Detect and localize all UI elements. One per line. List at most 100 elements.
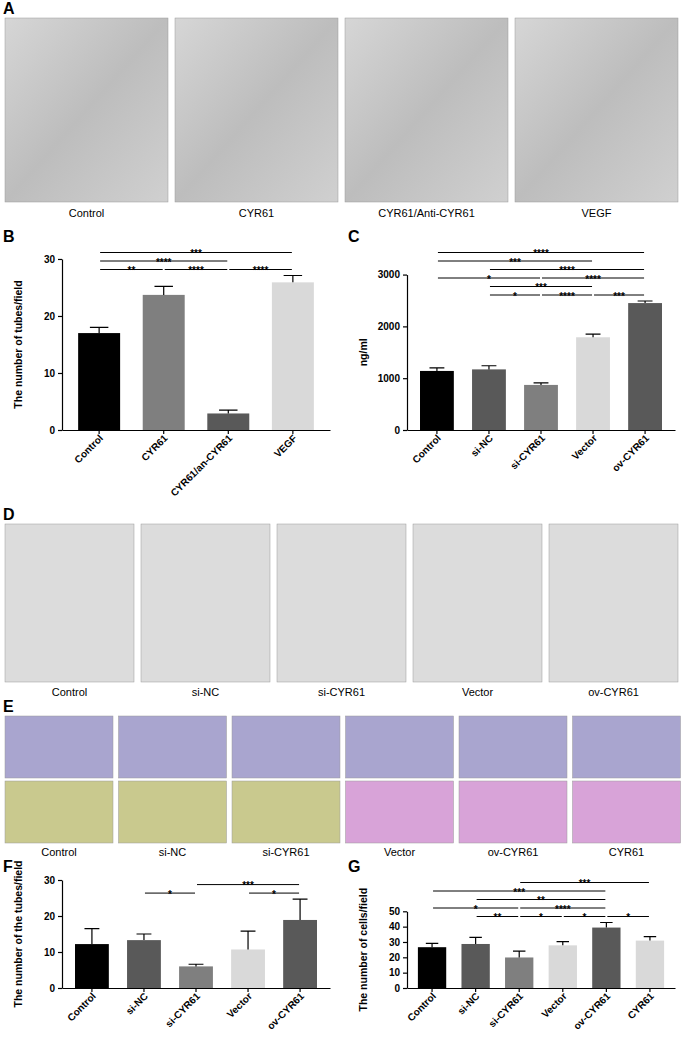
tick-mark bbox=[540, 430, 541, 434]
chart-panel: F0102030Controlsi-NCsi-CYR61Vectorov-CYR… bbox=[3, 858, 331, 1032]
axis-line bbox=[62, 259, 63, 430]
x-tick: Vector bbox=[539, 988, 568, 1020]
tick-label: Vector bbox=[539, 990, 568, 1019]
tick-mark bbox=[403, 911, 407, 912]
significance-label: **** bbox=[188, 265, 204, 276]
tick-label: 0 bbox=[49, 983, 55, 994]
tick-mark bbox=[299, 988, 300, 992]
significance-label: * bbox=[487, 274, 491, 285]
bar bbox=[78, 333, 120, 430]
tick-label: si-NC bbox=[124, 990, 150, 1016]
micrograph bbox=[5, 716, 113, 778]
significance-label: ** bbox=[128, 265, 136, 276]
tick-label: 1000 bbox=[378, 373, 401, 384]
tick-label: Control bbox=[65, 990, 98, 1023]
x-tick: si-CYR61 bbox=[508, 430, 547, 471]
bar bbox=[418, 947, 446, 988]
tick-label: 30 bbox=[44, 254, 56, 265]
image-caption: CYR61 bbox=[609, 846, 644, 858]
error-bar bbox=[241, 931, 256, 949]
micrograph bbox=[141, 524, 270, 682]
significance-label: * bbox=[513, 291, 517, 302]
tick-label: 0 bbox=[394, 983, 400, 994]
tick-mark bbox=[403, 942, 407, 943]
significance-label: **** bbox=[585, 274, 601, 285]
tick-mark bbox=[403, 274, 407, 275]
y-axis-title: The number of tubes/field bbox=[12, 280, 24, 408]
significance-label: * bbox=[626, 912, 630, 923]
tick-mark bbox=[488, 430, 489, 434]
tick-mark bbox=[519, 988, 520, 992]
micrograph bbox=[277, 524, 406, 682]
tick-label: CYR61/an-CYR61 bbox=[168, 432, 234, 498]
x-tick: CYR61/an-CYR61 bbox=[168, 430, 234, 498]
y-tick: 0 bbox=[394, 425, 407, 436]
axis-line bbox=[408, 988, 676, 989]
tick-mark bbox=[58, 316, 62, 317]
axis-line bbox=[407, 275, 408, 430]
significance-label: **** bbox=[559, 291, 575, 302]
tick-mark bbox=[58, 988, 62, 989]
tick-label: 20 bbox=[44, 911, 56, 922]
tick-label: si-CYR61 bbox=[508, 432, 547, 471]
micrograph bbox=[232, 781, 340, 843]
significance-label: **** bbox=[533, 248, 549, 259]
y-axis: 0102030 bbox=[44, 254, 63, 436]
panel-label: D bbox=[3, 506, 15, 523]
significance-label: *** bbox=[579, 878, 591, 889]
tick-label: Vector bbox=[570, 432, 599, 461]
micrograph bbox=[459, 781, 567, 843]
error-bar bbox=[154, 286, 172, 295]
plot-area bbox=[420, 301, 662, 430]
tick-mark bbox=[436, 430, 437, 434]
y-tick: 0 bbox=[49, 983, 62, 994]
tick-label: Control bbox=[410, 432, 443, 465]
tick-mark bbox=[143, 988, 144, 992]
bar bbox=[283, 920, 317, 988]
tick-mark bbox=[228, 430, 229, 434]
tick-label: 0 bbox=[394, 425, 400, 436]
panel-label: A bbox=[3, 0, 15, 17]
tick-label: Vector bbox=[225, 990, 254, 1019]
significance-label: * bbox=[168, 889, 172, 900]
image-caption: Control bbox=[52, 686, 87, 698]
micrograph bbox=[459, 716, 567, 778]
error-bar bbox=[600, 923, 612, 928]
tick-label: 2000 bbox=[378, 321, 401, 332]
y-tick: 20 bbox=[44, 311, 62, 322]
y-tick: 1000 bbox=[378, 373, 407, 384]
image-caption: Control bbox=[69, 207, 104, 219]
error-bar bbox=[137, 934, 152, 940]
panel-label: C bbox=[348, 228, 360, 245]
tick-mark bbox=[58, 373, 62, 374]
bar bbox=[576, 337, 610, 430]
axis-line bbox=[407, 912, 408, 989]
y-axis: 0100020003000 bbox=[378, 269, 408, 435]
error-bar bbox=[534, 383, 549, 385]
bar bbox=[628, 303, 662, 430]
y-tick: 10 bbox=[44, 947, 62, 958]
panel-label: E bbox=[3, 698, 14, 715]
panel-label: B bbox=[3, 228, 15, 245]
y-tick: 20 bbox=[44, 911, 62, 922]
tick-label: ov-CYR61 bbox=[265, 990, 306, 1031]
figure-canvas: AControlCYR61CYR61/Anti-CYR61VEGFDContro… bbox=[0, 0, 685, 1043]
micrograph bbox=[175, 18, 338, 202]
tick-label: 50 bbox=[389, 906, 401, 917]
significance-label: **** bbox=[156, 257, 172, 268]
tick-mark bbox=[58, 880, 62, 881]
x-tick: ov-CYR61 bbox=[265, 988, 306, 1032]
y-tick: 0 bbox=[394, 983, 407, 994]
significance-label: **** bbox=[253, 265, 269, 276]
error-bar bbox=[293, 899, 308, 920]
tick-mark bbox=[649, 988, 650, 992]
y-tick: 30 bbox=[389, 937, 407, 948]
y-axis: 0102030 bbox=[44, 875, 63, 994]
figure: AControlCYR61CYR61/Anti-CYR61VEGFDContro… bbox=[0, 0, 685, 1043]
micrograph bbox=[5, 781, 113, 843]
error-bar bbox=[469, 937, 481, 944]
x-tick: si-NC bbox=[124, 988, 150, 1017]
significance-label: * bbox=[474, 904, 478, 915]
plot-area bbox=[418, 923, 664, 989]
x-axis: ControlCYR61CYR61/an-CYR61VEGF bbox=[63, 430, 331, 498]
